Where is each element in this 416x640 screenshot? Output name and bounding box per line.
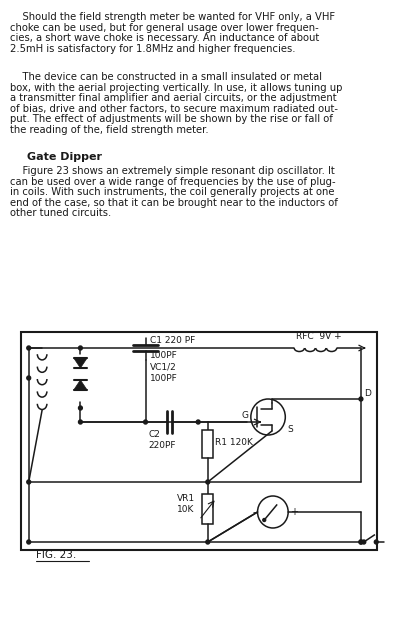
Circle shape [258, 496, 288, 528]
Circle shape [206, 540, 210, 544]
Circle shape [27, 376, 31, 380]
Text: D: D [364, 389, 371, 398]
Circle shape [144, 420, 147, 424]
Circle shape [251, 399, 285, 435]
Text: box, with the aerial projecting vertically. In use, it allows tuning up: box, with the aerial projecting vertical… [10, 83, 342, 93]
Text: choke can be used, but for general usage over lower frequen-: choke can be used, but for general usage… [10, 22, 318, 33]
Bar [202, 430, 213, 458]
Text: 2.5mH is satisfactory for 1.8MHz and higher frequencies.: 2.5mH is satisfactory for 1.8MHz and hig… [10, 44, 295, 54]
Circle shape [27, 480, 31, 484]
Text: S: S [287, 425, 293, 434]
Circle shape [27, 346, 31, 350]
Text: G: G [242, 411, 249, 420]
Text: end of the case, so that it can be brought near to the inductors of: end of the case, so that it can be broug… [10, 198, 337, 207]
Text: RFC  9V +: RFC 9V + [296, 332, 342, 341]
Text: put. The effect of adjustments will be shown by the rise or fall of: put. The effect of adjustments will be s… [10, 114, 332, 124]
Text: a transmitter final amplifier and aerial circuits, or the adjustment: a transmitter final amplifier and aerial… [10, 93, 336, 103]
Circle shape [362, 540, 366, 544]
Bar [202, 494, 213, 524]
Circle shape [263, 518, 266, 522]
Circle shape [27, 540, 31, 544]
Text: R1 120K: R1 120K [215, 438, 253, 447]
Circle shape [79, 406, 82, 410]
Text: other tuned circuits.: other tuned circuits. [10, 208, 111, 218]
Circle shape [79, 420, 82, 424]
Text: VR1
10K: VR1 10K [177, 494, 195, 514]
Text: in coils. With such instruments, the coil generally projects at one: in coils. With such instruments, the coi… [10, 187, 334, 197]
Circle shape [206, 480, 210, 484]
Text: can be used over a wide range of frequencies by the use of plug-: can be used over a wide range of frequen… [10, 177, 335, 186]
Circle shape [359, 540, 363, 544]
Text: of bias, drive and other factors, to secure maximum radiated out-: of bias, drive and other factors, to sec… [10, 104, 337, 113]
Text: -: - [252, 507, 255, 517]
Polygon shape [74, 358, 87, 368]
Polygon shape [74, 380, 87, 390]
Text: the reading of the, field strength meter.: the reading of the, field strength meter… [10, 125, 208, 134]
Text: cies, a short wave choke is necessary. An inductance of about: cies, a short wave choke is necessary. A… [10, 33, 319, 43]
Text: +: + [290, 507, 298, 517]
Text: Should the field strength meter be wanted for VHF only, a VHF: Should the field strength meter be wante… [10, 12, 335, 22]
Text: The device can be constructed in a small insulated or metal: The device can be constructed in a small… [10, 72, 322, 82]
Circle shape [374, 540, 378, 544]
Text: Figure 23 shows an extremely simple resonant dip oscillator. It: Figure 23 shows an extremely simple reso… [10, 166, 334, 176]
Text: C2
220PF: C2 220PF [149, 430, 176, 450]
Circle shape [359, 397, 363, 401]
Text: FIG. 23.: FIG. 23. [36, 550, 77, 560]
Bar [21, 332, 377, 550]
Text: Gate Dipper: Gate Dipper [27, 152, 102, 162]
Text: 100PF
VC1/2
100PF: 100PF VC1/2 100PF [150, 351, 178, 383]
Text: C1 220 PF: C1 220 PF [150, 336, 196, 345]
Circle shape [79, 346, 82, 350]
Circle shape [359, 540, 363, 544]
Circle shape [196, 420, 200, 424]
